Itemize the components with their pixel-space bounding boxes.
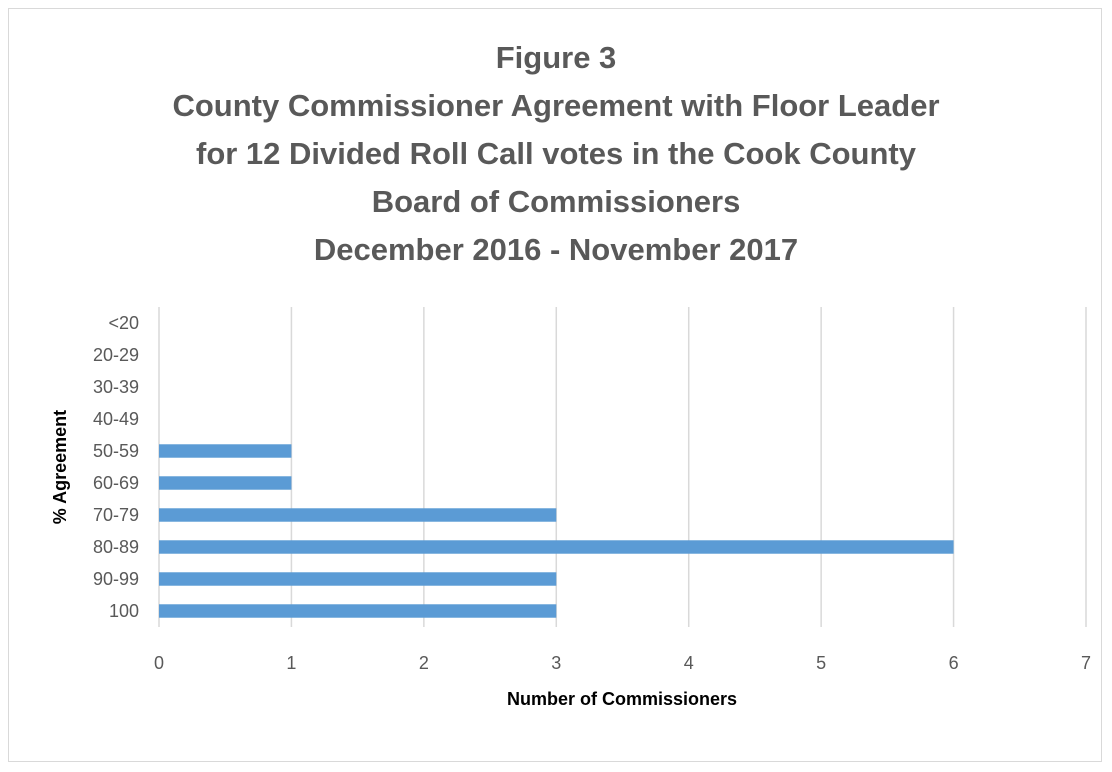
x-axis-title: Number of Commissioners (507, 689, 737, 709)
chart-title: Figure 3 County Commissioner Agreement w… (0, 34, 1112, 274)
y-tick-labels: <20 20-29 30-39 40-49 50-59 60-69 70-79 80-89 90… (93, 313, 139, 621)
bar-60-69 (159, 476, 292, 490)
x-tick-label: 5 (816, 653, 826, 673)
title-line-4: Board of Commissioners (371, 184, 741, 219)
x-tick-labels: 0 1 2 3 4 5 6 7 (154, 653, 1091, 673)
x-tick-label: 2 (419, 653, 429, 673)
x-tick-label: 6 (949, 653, 959, 673)
chart-frame (8, 8, 1102, 762)
y-tick-label: 30-39 (93, 377, 139, 397)
y-tick-label: 100 (109, 601, 139, 621)
y-tick-label: 70-79 (93, 505, 139, 525)
bar-90-99 (159, 572, 557, 586)
bar-100 (159, 604, 557, 618)
y-tick-label: 50-59 (93, 441, 139, 461)
y-tick-label: 20-29 (93, 345, 139, 365)
y-tick-label: 40-49 (93, 409, 139, 429)
x-tick-label: 4 (684, 653, 694, 673)
x-tick-label: 0 (154, 653, 164, 673)
bar-50-59 (159, 444, 292, 458)
title-line-1: Figure 3 (495, 40, 617, 75)
y-tick-label: 80-89 (93, 537, 139, 557)
title-line-2: County Commissioner Agreement with Floor… (172, 88, 940, 123)
bar-80-89 (159, 540, 954, 554)
x-tick-label: 7 (1081, 653, 1091, 673)
y-tick-label: <20 (108, 313, 139, 333)
y-axis-title: % Agreement (50, 410, 70, 524)
y-tick-label: 60-69 (93, 473, 139, 493)
y-tick-label: 90-99 (93, 569, 139, 589)
bars (159, 444, 954, 618)
title-line-3: for 12 Divided Roll Call votes in the Co… (196, 136, 916, 171)
x-tick-label: 3 (551, 653, 561, 673)
title-line-5: December 2016 - November 2017 (313, 232, 799, 267)
bar-70-79 (159, 508, 557, 522)
x-tick-label: 1 (286, 653, 296, 673)
